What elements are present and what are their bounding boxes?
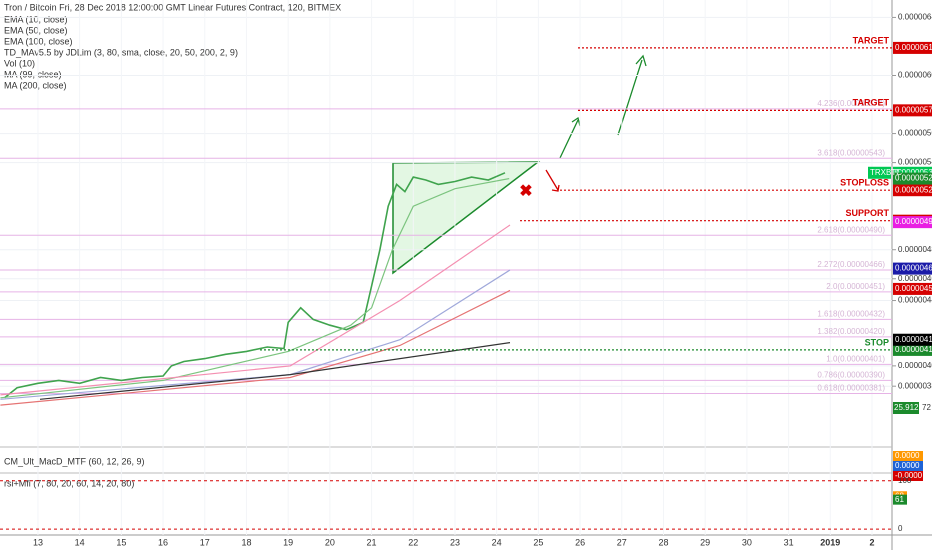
x-tick-label: 25 bbox=[533, 537, 543, 547]
pane-badge bbox=[893, 494, 907, 505]
x-tick-label: 19 bbox=[283, 537, 293, 547]
arrow bbox=[545, 169, 560, 192]
x-tick-label: 22 bbox=[408, 537, 418, 547]
legend-entry: EMA (10, close) bbox=[4, 14, 68, 24]
y-tick-label: 0.00000560 bbox=[898, 129, 932, 138]
volume-label: 25.912M bbox=[894, 403, 925, 412]
fib-label: 1.618(0.00000432) bbox=[817, 310, 885, 319]
y-tick-label: 0 bbox=[898, 524, 903, 533]
fib-label: 1.0(0.00000401) bbox=[826, 355, 885, 364]
volume-badge bbox=[893, 402, 919, 414]
price-badge-label: 0.00000418 bbox=[895, 335, 932, 344]
y-tick-label: 0.00000540 bbox=[898, 158, 932, 167]
x-tick-label: 18 bbox=[241, 537, 251, 547]
pane-badge-label: 0.0000 bbox=[895, 451, 920, 460]
price-badge bbox=[893, 172, 932, 185]
legend-entry: EMA (50, close) bbox=[4, 25, 68, 35]
x-tick-label: 20 bbox=[325, 537, 335, 547]
x-tick-label: 21 bbox=[367, 537, 377, 547]
price-badge bbox=[893, 41, 932, 54]
y-tick-label: 0.00000386 bbox=[898, 381, 932, 390]
x-tick-label: 13 bbox=[33, 537, 43, 547]
price-badge bbox=[893, 343, 932, 356]
y-tick-label: 0.00000600 bbox=[898, 71, 932, 80]
arrow bbox=[559, 116, 581, 159]
y-tick-label: 0.00000480 bbox=[898, 245, 932, 254]
price-badge-label: 0.00000521 bbox=[895, 185, 932, 194]
level-label: SUPPORT bbox=[845, 208, 889, 218]
price-badge-label: 0.00000576 bbox=[895, 105, 932, 114]
y-tick-label: 100 bbox=[898, 476, 912, 485]
y-tick-label: 0.00000445 bbox=[898, 296, 932, 305]
pane-badge bbox=[893, 451, 923, 461]
series-line bbox=[4, 172, 506, 399]
price-badge bbox=[893, 184, 932, 197]
cross: ✖ bbox=[519, 183, 532, 200]
price-badge bbox=[893, 333, 932, 346]
level-label: TARGET bbox=[853, 98, 890, 108]
price-badge-label: 0.00000529 bbox=[895, 174, 932, 183]
fib-label: 3.618(0.00000543) bbox=[817, 148, 885, 157]
symbol-badge bbox=[868, 166, 891, 179]
pane-title: rsi+Mfi (7, 80, 20, 60, 14, 20, 80) bbox=[4, 478, 134, 488]
symbol-label: TRXBTC bbox=[870, 168, 902, 177]
legend-entry: MA (200, close) bbox=[4, 80, 67, 90]
price-badge-label: 0.00000453 bbox=[895, 284, 932, 293]
x-tick-label: 28 bbox=[658, 537, 668, 547]
pane-badge bbox=[893, 471, 923, 481]
x-tick-label: 15 bbox=[116, 537, 126, 547]
series-line bbox=[0, 224, 511, 396]
level-label: TARGET bbox=[853, 35, 890, 45]
pane-badge-label: -0.0000 bbox=[895, 471, 923, 480]
price-badge-label: 0.00000467 bbox=[895, 264, 932, 273]
x-tick-label: 27 bbox=[617, 537, 627, 547]
series-line bbox=[0, 289, 511, 406]
fib-label: 4.236(0.00000577) bbox=[817, 99, 885, 108]
x-tick-label: 16 bbox=[158, 537, 168, 547]
x-tick-label: 26 bbox=[575, 537, 585, 547]
series-line bbox=[39, 342, 511, 400]
x-tick-label: 30 bbox=[742, 537, 752, 547]
x-tick-label: 2019 bbox=[820, 537, 840, 547]
pane-badge-label: 0.0000 bbox=[895, 461, 920, 470]
price-badge-label: 0.00000619 bbox=[895, 43, 932, 52]
fib-label: 1.382(0.00000420) bbox=[817, 327, 885, 336]
level-label: STOP bbox=[865, 337, 889, 347]
price-badge bbox=[893, 104, 932, 117]
x-tick-label: 17 bbox=[200, 537, 210, 547]
price-badge bbox=[893, 282, 932, 295]
volume-label: 72 bbox=[922, 403, 931, 412]
y-tick-label: 0.00000400 bbox=[898, 361, 932, 370]
x-tick-label: 14 bbox=[75, 537, 85, 547]
price-badge-label: 0.00000499 bbox=[895, 217, 932, 226]
y-tick-label: 0.00000640 bbox=[898, 13, 932, 22]
price-badge-label: 0.00000411 bbox=[895, 345, 932, 354]
x-tick-label: 23 bbox=[450, 537, 460, 547]
fib-label: 2.272(0.00000466) bbox=[817, 260, 885, 269]
x-tick-label: 29 bbox=[700, 537, 710, 547]
indicator-label: Vol (10) bbox=[4, 58, 35, 68]
series-line bbox=[0, 178, 510, 399]
chart-title: Tron / Bitcoin Fri, 28 Dec 2018 12:00:00… bbox=[4, 2, 341, 12]
series-line bbox=[0, 269, 511, 400]
pane-badge-label: 61 bbox=[895, 495, 904, 504]
level-label: STOPLOSS bbox=[840, 178, 889, 188]
x-tick-label: 24 bbox=[492, 537, 502, 547]
x-tick-label: 2 bbox=[869, 537, 874, 547]
fib-label: 0.786(0.00000390) bbox=[817, 371, 885, 380]
pane-title: CM_Ult_MacD_MTF (60, 12, 26, 9) bbox=[4, 456, 145, 466]
fib-label: 0.618(0.00000381) bbox=[817, 384, 885, 393]
x-tick-label: 31 bbox=[784, 537, 794, 547]
pane-badge bbox=[893, 461, 923, 471]
fib-label: 2.618(0.00000490) bbox=[817, 225, 885, 234]
price-badge bbox=[893, 216, 932, 229]
price-badge bbox=[893, 262, 932, 275]
price-badge-label: 0.00000533 bbox=[895, 168, 932, 177]
fib-label: 2.0(0.00000451) bbox=[826, 282, 885, 291]
legend-entry: MA (99, close) bbox=[4, 69, 62, 79]
